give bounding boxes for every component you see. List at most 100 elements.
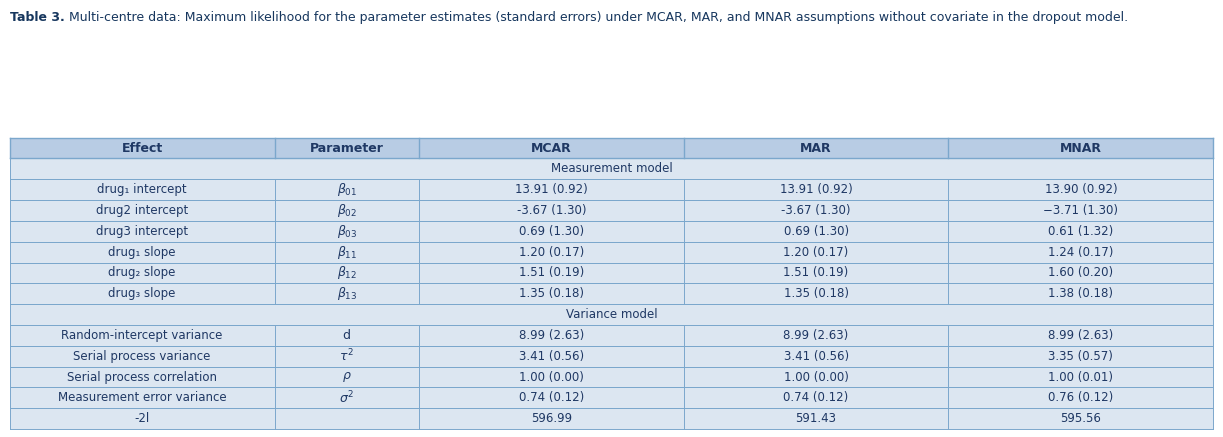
Text: 1.00 (0.00): 1.00 (0.00) — [784, 371, 849, 384]
Bar — [684, 408, 949, 429]
Bar — [419, 388, 684, 408]
Bar — [10, 179, 274, 200]
Bar — [684, 325, 949, 346]
Bar — [949, 200, 1213, 221]
Text: drug₂ slope: drug₂ slope — [109, 267, 176, 280]
Bar — [419, 263, 684, 283]
Text: $\beta_{12}$: $\beta_{12}$ — [336, 264, 357, 281]
Bar — [949, 283, 1213, 304]
Bar — [949, 346, 1213, 367]
Bar — [10, 263, 274, 283]
Bar — [949, 388, 1213, 408]
Text: 1.60 (0.20): 1.60 (0.20) — [1048, 267, 1113, 280]
Text: 0.74 (0.12): 0.74 (0.12) — [784, 392, 849, 404]
Text: 596.99: 596.99 — [531, 412, 572, 425]
Bar — [274, 283, 419, 304]
Text: 13.90 (0.92): 13.90 (0.92) — [1044, 183, 1117, 196]
Bar — [949, 138, 1213, 159]
Text: MCAR: MCAR — [531, 142, 571, 155]
Text: 8.99 (2.63): 8.99 (2.63) — [519, 329, 583, 342]
Text: 1.35 (0.18): 1.35 (0.18) — [519, 287, 583, 300]
Bar — [684, 138, 949, 159]
Bar — [419, 242, 684, 263]
Text: 3.41 (0.56): 3.41 (0.56) — [784, 350, 849, 363]
Bar — [274, 408, 419, 429]
Text: −3.71 (1.30): −3.71 (1.30) — [1043, 204, 1118, 217]
Bar — [419, 283, 684, 304]
Bar — [10, 367, 274, 388]
Text: 1.00 (0.00): 1.00 (0.00) — [519, 371, 583, 384]
Bar — [419, 221, 684, 242]
Text: $\sigma^{2}$: $\sigma^{2}$ — [339, 390, 355, 406]
Text: 8.99 (2.63): 8.99 (2.63) — [784, 329, 849, 342]
Text: $\beta_{11}$: $\beta_{11}$ — [336, 244, 357, 260]
Bar — [419, 325, 684, 346]
Bar — [684, 200, 949, 221]
Bar — [274, 221, 419, 242]
Text: Random-intercept variance: Random-intercept variance — [61, 329, 223, 342]
Bar — [274, 367, 419, 388]
Bar — [419, 138, 684, 159]
Bar — [10, 283, 274, 304]
Bar — [684, 179, 949, 200]
Bar — [274, 325, 419, 346]
Text: 1.38 (0.18): 1.38 (0.18) — [1048, 287, 1113, 300]
Text: 0.69 (1.30): 0.69 (1.30) — [784, 225, 849, 238]
Bar — [10, 200, 274, 221]
Text: drug₃ slope: drug₃ slope — [109, 287, 176, 300]
Text: Table 3.: Table 3. — [10, 11, 65, 24]
Text: 3.35 (0.57): 3.35 (0.57) — [1048, 350, 1113, 363]
Text: $\beta_{01}$: $\beta_{01}$ — [336, 181, 357, 198]
Bar — [949, 179, 1213, 200]
Text: 3.41 (0.56): 3.41 (0.56) — [519, 350, 583, 363]
Bar — [10, 221, 274, 242]
Text: Measurement error variance: Measurement error variance — [57, 392, 226, 404]
Bar — [10, 242, 274, 263]
Bar — [949, 367, 1213, 388]
Text: -3.67 (1.30): -3.67 (1.30) — [516, 204, 586, 217]
Text: 0.61 (1.32): 0.61 (1.32) — [1048, 225, 1113, 238]
Bar — [10, 408, 274, 429]
Text: drug2 intercept: drug2 intercept — [97, 204, 188, 217]
Text: 1.20 (0.17): 1.20 (0.17) — [519, 246, 583, 259]
Text: 1.51 (0.19): 1.51 (0.19) — [519, 267, 583, 280]
Bar — [274, 200, 419, 221]
Text: Variance model: Variance model — [566, 308, 657, 321]
Text: 1.51 (0.19): 1.51 (0.19) — [784, 267, 849, 280]
Bar — [274, 179, 419, 200]
Bar — [274, 263, 419, 283]
Text: -3.67 (1.30): -3.67 (1.30) — [781, 204, 851, 217]
Bar — [684, 388, 949, 408]
Text: drug₁ intercept: drug₁ intercept — [98, 183, 187, 196]
Text: Effect: Effect — [121, 142, 163, 155]
Text: 591.43: 591.43 — [796, 412, 837, 425]
Text: d: d — [342, 329, 351, 342]
Bar — [949, 408, 1213, 429]
Text: 0.74 (0.12): 0.74 (0.12) — [519, 392, 583, 404]
Text: Parameter: Parameter — [309, 142, 384, 155]
Bar — [684, 283, 949, 304]
Text: 0.76 (0.12): 0.76 (0.12) — [1048, 392, 1113, 404]
Bar — [10, 304, 1213, 325]
Bar — [684, 346, 949, 367]
Bar — [419, 367, 684, 388]
Bar — [684, 367, 949, 388]
Bar — [949, 263, 1213, 283]
Bar — [274, 242, 419, 263]
Text: 595.56: 595.56 — [1060, 412, 1101, 425]
Text: -2l: -2l — [135, 412, 149, 425]
Text: $\beta_{03}$: $\beta_{03}$ — [336, 223, 357, 240]
Bar — [274, 388, 419, 408]
Bar — [949, 221, 1213, 242]
Text: MAR: MAR — [800, 142, 832, 155]
Bar — [684, 221, 949, 242]
Bar — [684, 242, 949, 263]
Text: drug3 intercept: drug3 intercept — [97, 225, 188, 238]
Bar — [10, 346, 274, 367]
Text: 8.99 (2.63): 8.99 (2.63) — [1048, 329, 1113, 342]
Bar — [419, 408, 684, 429]
Bar — [274, 346, 419, 367]
Text: 1.35 (0.18): 1.35 (0.18) — [784, 287, 849, 300]
Text: 1.00 (0.01): 1.00 (0.01) — [1048, 371, 1113, 384]
Bar — [419, 200, 684, 221]
